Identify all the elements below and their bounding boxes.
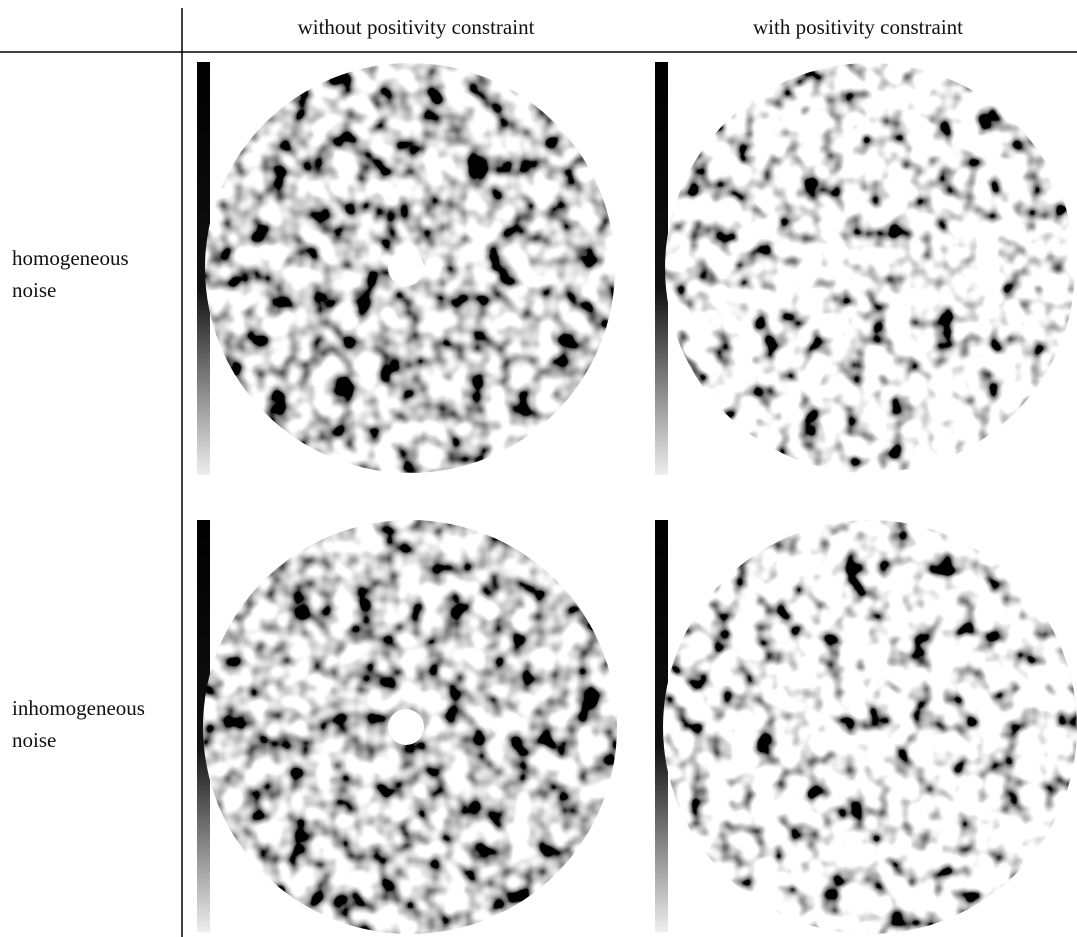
- row-label: inhomogeneous: [12, 696, 145, 720]
- row-label: noise: [12, 728, 56, 752]
- mask: [388, 250, 424, 286]
- noise-map: [663, 520, 1077, 934]
- row-label: homogeneous: [12, 246, 129, 270]
- panel: [655, 520, 1077, 934]
- figure: without positivity constraint with posit…: [0, 0, 1077, 937]
- mask: [388, 709, 424, 745]
- panel: [655, 62, 1075, 475]
- column-header: without positivity constraint: [298, 15, 535, 39]
- column-header: with positivity constraint: [753, 15, 963, 39]
- noise-map: [665, 63, 1075, 473]
- panel: [197, 520, 617, 934]
- row-label: noise: [12, 278, 56, 302]
- panel: [197, 62, 615, 475]
